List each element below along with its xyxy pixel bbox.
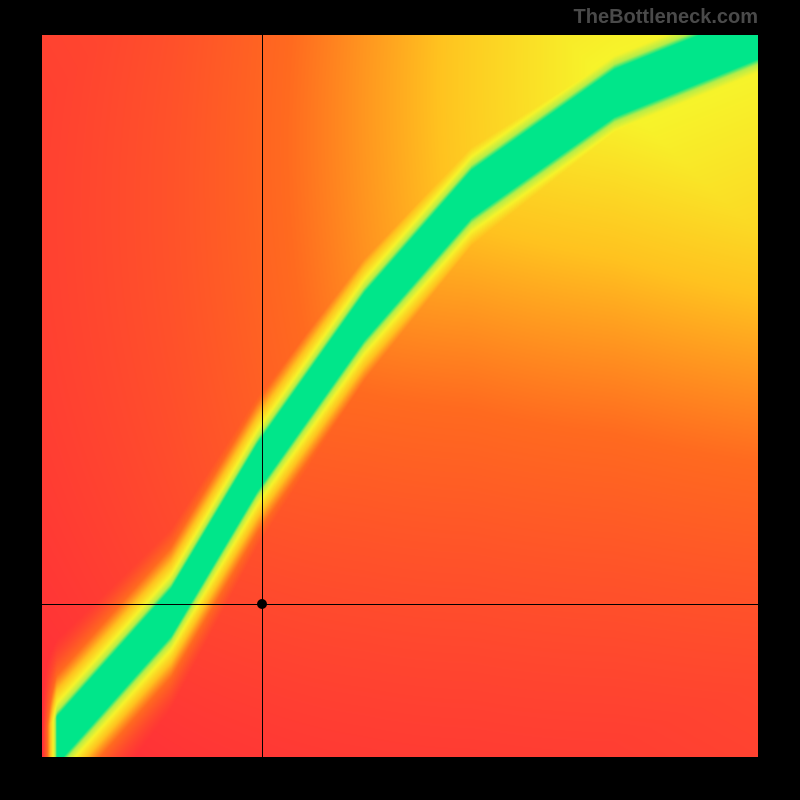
watermark-text: TheBottleneck.com [574,6,758,29]
crosshair-vertical [262,35,263,757]
heatmap-canvas [42,35,758,757]
crosshair-marker [257,599,267,609]
crosshair-horizontal [42,604,758,605]
chart-container: TheBottleneck.com [0,0,800,800]
plot-area [42,35,758,757]
